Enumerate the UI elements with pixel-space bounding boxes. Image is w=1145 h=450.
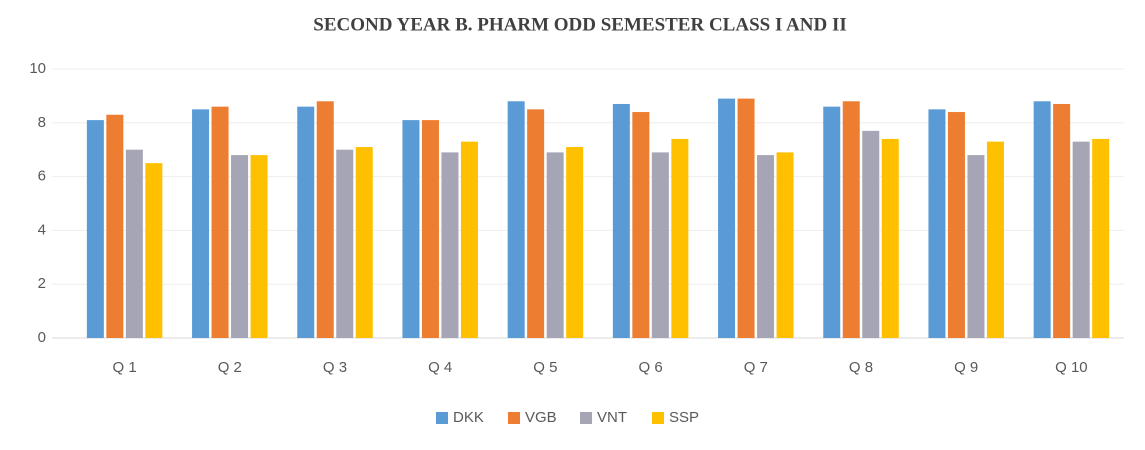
x-tick-label: Q 7 bbox=[744, 359, 768, 376]
legend-swatch bbox=[436, 412, 448, 424]
bar bbox=[336, 149, 354, 338]
bar bbox=[297, 106, 315, 338]
bar bbox=[986, 141, 1004, 338]
bar bbox=[211, 106, 229, 338]
bar bbox=[651, 152, 669, 338]
legend-label: DKK bbox=[453, 409, 484, 426]
bar bbox=[402, 120, 420, 338]
bar bbox=[546, 152, 564, 338]
bar bbox=[355, 147, 373, 338]
bar bbox=[316, 101, 334, 338]
x-tick-label: Q 9 bbox=[954, 359, 978, 376]
x-tick-label: Q 10 bbox=[1055, 359, 1088, 376]
bar bbox=[106, 114, 124, 338]
bar bbox=[776, 152, 794, 338]
legend-swatch bbox=[508, 412, 520, 424]
bar bbox=[231, 155, 249, 338]
bar bbox=[928, 109, 946, 338]
bar bbox=[881, 138, 899, 338]
bar bbox=[566, 147, 584, 338]
bar bbox=[527, 109, 545, 338]
bar bbox=[823, 106, 841, 338]
x-tick-label: Q 5 bbox=[533, 359, 557, 376]
bar bbox=[1053, 103, 1071, 338]
x-tick-label: Q 1 bbox=[113, 359, 137, 376]
x-tick-label: Q 2 bbox=[218, 359, 242, 376]
bar bbox=[192, 109, 210, 338]
bar bbox=[862, 130, 880, 338]
bar bbox=[718, 98, 736, 338]
y-tick-label: 4 bbox=[38, 221, 46, 238]
y-tick-label: 10 bbox=[29, 60, 46, 77]
legend-label: SSP bbox=[669, 409, 699, 426]
legend-swatch bbox=[580, 412, 592, 424]
chart-title: SECOND YEAR B. PHARM ODD SEMESTER CLASS … bbox=[313, 14, 847, 35]
x-tick-label: Q 4 bbox=[428, 359, 452, 376]
y-tick-label: 6 bbox=[38, 168, 46, 185]
x-tick-label: Q 8 bbox=[849, 359, 873, 376]
legend-swatch bbox=[652, 412, 664, 424]
legend-label: VGB bbox=[525, 409, 557, 426]
bar bbox=[507, 101, 525, 338]
bar bbox=[612, 103, 630, 338]
bar bbox=[671, 138, 689, 338]
bar bbox=[967, 155, 985, 338]
bar bbox=[86, 120, 104, 338]
bar bbox=[1092, 138, 1110, 338]
bar bbox=[737, 98, 755, 338]
bar bbox=[421, 120, 439, 338]
bar bbox=[842, 101, 860, 338]
y-tick-label: 8 bbox=[38, 114, 46, 131]
bar bbox=[632, 112, 650, 338]
bar bbox=[250, 155, 268, 338]
bar bbox=[125, 149, 143, 338]
y-tick-label: 2 bbox=[38, 275, 46, 292]
x-tick-label: Q 6 bbox=[639, 359, 663, 376]
bar bbox=[1072, 141, 1090, 338]
bar bbox=[145, 163, 163, 338]
x-tick-label: Q 3 bbox=[323, 359, 347, 376]
legend-label: VNT bbox=[597, 409, 627, 426]
y-tick-label: 0 bbox=[38, 329, 46, 346]
bar bbox=[441, 152, 459, 338]
bar bbox=[1033, 101, 1051, 338]
bar bbox=[947, 112, 965, 338]
bar bbox=[460, 141, 478, 338]
bar bbox=[757, 155, 775, 338]
